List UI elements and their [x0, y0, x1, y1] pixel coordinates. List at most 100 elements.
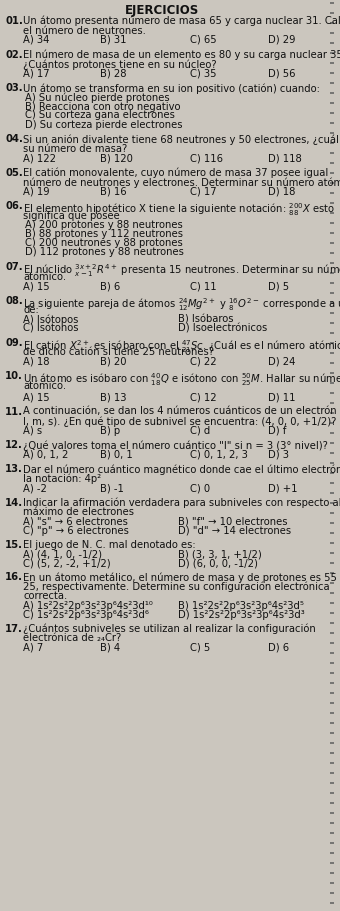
- Text: A) 200 protones y 88 neutrones: A) 200 protones y 88 neutrones: [25, 220, 183, 230]
- Text: 12.: 12.: [5, 440, 23, 450]
- Text: B) 4: B) 4: [100, 642, 120, 652]
- Text: B) 0, 1: B) 0, 1: [100, 449, 133, 459]
- Text: C) (5, 2, -2, +1/2): C) (5, 2, -2, +1/2): [23, 558, 110, 568]
- Text: D) +1: D) +1: [268, 483, 298, 493]
- Text: B) "f" → 10 electrones: B) "f" → 10 electrones: [178, 517, 288, 527]
- Text: C) 200 neutrones y 88 protones: C) 200 neutrones y 88 protones: [25, 239, 183, 248]
- Text: de dicho catión si tiene 25 neutrones?: de dicho catión si tiene 25 neutrones?: [23, 347, 214, 357]
- Text: En un átomo metálico, el número de masa y de protones es 55 y: En un átomo metálico, el número de masa …: [23, 572, 340, 582]
- Text: Si un anión divalente tiene 68 neutrones y 50 electrones, ¿cuál es: Si un anión divalente tiene 68 neutrones…: [23, 134, 340, 145]
- Text: A) "s" → 6 electrones: A) "s" → 6 electrones: [23, 517, 128, 527]
- Text: El número de masa de un elemento es 80 y su carga nuclear 35.: El número de masa de un elemento es 80 y…: [23, 49, 340, 60]
- Text: 03.: 03.: [5, 83, 23, 93]
- Text: El catión $X^{2+}$ es isóbaro con el $^{47}_{21}Sc$. ¿Cuál es el número atómico: El catión $X^{2+}$ es isóbaro con el $^{…: [23, 338, 340, 354]
- Text: máximo de electrones: máximo de electrones: [23, 507, 134, 517]
- Text: el número de neutrones.: el número de neutrones.: [23, 26, 146, 36]
- Text: 09.: 09.: [5, 338, 23, 348]
- Text: A) 17: A) 17: [23, 68, 50, 78]
- Text: B) p: B) p: [100, 425, 120, 435]
- Text: 25, respectivamente. Determine su configuración electrónica: 25, respectivamente. Determine su config…: [23, 581, 329, 592]
- Text: A continuación, se dan los 4 números cuánticos de un electrón (n,: A continuación, se dan los 4 números cuá…: [23, 406, 340, 416]
- Text: B) Reacciona con otro negativo: B) Reacciona con otro negativo: [25, 101, 181, 111]
- Text: su número de masa?: su número de masa?: [23, 144, 127, 154]
- Text: B) (3, 3, 1, +1/2): B) (3, 3, 1, +1/2): [178, 549, 262, 558]
- Text: D) 18: D) 18: [268, 187, 295, 197]
- Text: 15.: 15.: [5, 539, 23, 549]
- Text: l, m, s). ¿En qué tipo de subnivel se encuentra: (4, 0, 0, +1/2)?: l, m, s). ¿En qué tipo de subnivel se en…: [23, 416, 336, 426]
- Text: de:: de:: [23, 305, 39, 315]
- Text: B) 6: B) 6: [100, 281, 120, 292]
- Text: D) 11: D) 11: [268, 392, 295, 402]
- Text: electrónica de ₂₄Cr?: electrónica de ₂₄Cr?: [23, 633, 121, 643]
- Text: C) 12: C) 12: [190, 392, 217, 402]
- Text: ¿Cuántos protones tiene en su núcleo?: ¿Cuántos protones tiene en su núcleo?: [23, 59, 217, 69]
- Text: ¿Cuántos subniveles se utilizan al realizar la configuración: ¿Cuántos subniveles se utilizan al reali…: [23, 623, 316, 634]
- Text: C) 0, 1, 2, 3: C) 0, 1, 2, 3: [190, 449, 248, 459]
- Text: C) 35: C) 35: [190, 68, 217, 78]
- Text: A) s: A) s: [23, 425, 42, 435]
- Text: significa que posee: significa que posee: [23, 210, 120, 220]
- Text: Dar el número cuántico magnético donde cae el último electrón de: Dar el número cuántico magnético donde c…: [23, 464, 340, 475]
- Text: la notación: 4p²: la notación: 4p²: [23, 474, 101, 484]
- Text: D) "d" → 14 electrones: D) "d" → 14 electrones: [178, 526, 291, 536]
- Text: Un átomo es isóbaro con $^{40}_{18}Q$ e isótono con $^{50}_{25}M$. Hallar su núm: Un átomo es isóbaro con $^{40}_{18}Q$ e …: [23, 371, 340, 388]
- Text: atómico.: atómico.: [23, 271, 66, 281]
- Text: correcta.: correcta.: [23, 591, 67, 601]
- Text: A) -2: A) -2: [23, 483, 47, 493]
- Text: La siguiente pareja de átomos $^{24}_{12}Mg^{2+}$ y $^{16}_{8}O^{2-}$ correspond: La siguiente pareja de átomos $^{24}_{12…: [23, 296, 340, 312]
- Text: C) d: C) d: [190, 425, 210, 435]
- Text: C) 5: C) 5: [190, 642, 210, 652]
- Text: D) (6, 0, 0, -1/2): D) (6, 0, 0, -1/2): [178, 558, 258, 568]
- Text: B) 31: B) 31: [100, 35, 126, 45]
- Text: A) 1s²2s²2p⁶3s²3p⁶4s²3d¹⁰: A) 1s²2s²2p⁶3s²3p⁶4s²3d¹⁰: [23, 600, 153, 610]
- Text: 14.: 14.: [5, 497, 23, 507]
- Text: B) 28: B) 28: [100, 68, 126, 78]
- Text: B) 1s²2s²2p⁶3s²3p⁶4s²3d⁵: B) 1s²2s²2p⁶3s²3p⁶4s²3d⁵: [178, 600, 304, 610]
- Text: Indicar la afirmación verdadera para subniveles con respecto al: Indicar la afirmación verdadera para sub…: [23, 497, 340, 508]
- Text: 13.: 13.: [5, 464, 23, 474]
- Text: A) 7: A) 7: [23, 642, 43, 652]
- Text: D) Su corteza pierde electrones: D) Su corteza pierde electrones: [25, 119, 183, 129]
- Text: A) 15: A) 15: [23, 392, 50, 402]
- Text: El núclido $^{3x+2}_{x-1}R^{4+}$ presenta 15 neutrones. Determinar su número: El núclido $^{3x+2}_{x-1}R^{4+}$ present…: [23, 262, 340, 279]
- Text: A) 15: A) 15: [23, 281, 50, 292]
- Text: B) 120: B) 120: [100, 153, 133, 163]
- Text: D) 118: D) 118: [268, 153, 302, 163]
- Text: D) 56: D) 56: [268, 68, 295, 78]
- Text: C) 17: C) 17: [190, 187, 217, 197]
- Text: D) 6: D) 6: [268, 642, 289, 652]
- Text: A) 122: A) 122: [23, 153, 56, 163]
- Text: 07.: 07.: [5, 262, 23, 272]
- Text: atómico.: atómico.: [23, 381, 66, 391]
- Text: A) 0, 1, 2: A) 0, 1, 2: [23, 449, 68, 459]
- Text: 02.: 02.: [5, 49, 23, 59]
- Text: D) 1s²2s²2p⁶3s²3p⁶4s²3d³: D) 1s²2s²2p⁶3s²3p⁶4s²3d³: [178, 609, 305, 619]
- Text: D) 5: D) 5: [268, 281, 289, 292]
- Text: Un átomo se transforma en su ion positivo (catión) cuando:: Un átomo se transforma en su ion positiv…: [23, 83, 320, 94]
- Text: A) 19: A) 19: [23, 187, 50, 197]
- Text: El catión monovalente, cuyo número de masa 37 posee igual: El catión monovalente, cuyo número de ma…: [23, 168, 328, 179]
- Text: 17.: 17.: [5, 623, 23, 633]
- Text: C) Su corteza gana electrones: C) Su corteza gana electrones: [25, 110, 175, 120]
- Text: 08.: 08.: [5, 296, 23, 306]
- Text: B) Isóbaros: B) Isóbaros: [178, 314, 234, 324]
- Text: 16.: 16.: [5, 572, 23, 582]
- Text: B) 88 protones y 112 neutrones: B) 88 protones y 112 neutrones: [25, 230, 183, 240]
- Text: A) 18: A) 18: [23, 356, 50, 366]
- Text: A) (4, 1, 0, -1/2): A) (4, 1, 0, -1/2): [23, 549, 102, 558]
- Text: C) 65: C) 65: [190, 35, 217, 45]
- Text: C) "p" → 6 electrones: C) "p" → 6 electrones: [23, 526, 129, 536]
- Text: número de neutrones y electrones. Determinar su número atómico.: número de neutrones y electrones. Determ…: [23, 178, 340, 188]
- Text: D) 112 protones y 88 neutrones: D) 112 protones y 88 neutrones: [25, 247, 184, 257]
- Text: A) 34: A) 34: [23, 35, 49, 45]
- Text: Un átomo presenta número de masa 65 y carga nuclear 31. Calcular: Un átomo presenta número de masa 65 y ca…: [23, 16, 340, 26]
- Text: D) Isoelectrónicos: D) Isoelectrónicos: [178, 323, 267, 333]
- Text: ¿Qué valores toma el número cuántico "l" si n = 3 (3° nivel)?: ¿Qué valores toma el número cuántico "l"…: [23, 440, 328, 451]
- Text: C) 11: C) 11: [190, 281, 217, 292]
- Text: El elemento hipotético X tiene la siguiente notación: $^{200}_{88}X$ esto: El elemento hipotético X tiene la siguie…: [23, 201, 335, 218]
- Text: C) 1s²2s²2p⁶3s²3p⁶4s²3d⁶: C) 1s²2s²2p⁶3s²3p⁶4s²3d⁶: [23, 609, 149, 619]
- Text: D) 24: D) 24: [268, 356, 295, 366]
- Text: B) -1: B) -1: [100, 483, 124, 493]
- Text: 05.: 05.: [5, 168, 23, 178]
- Text: C) Isótonos: C) Isótonos: [23, 323, 79, 333]
